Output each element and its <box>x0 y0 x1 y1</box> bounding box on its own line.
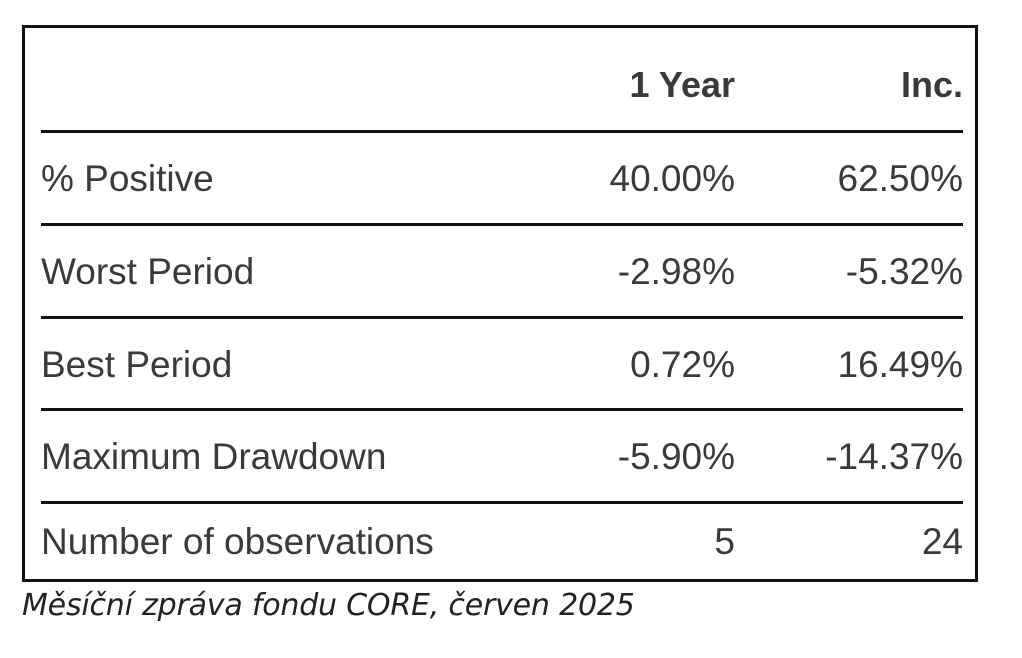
row-label: Worst Period <box>41 251 255 292</box>
row-inc-value: 24 <box>921 520 963 562</box>
table-caption: Měsíční zpráva fondu CORE, červen 2025 <box>22 588 635 623</box>
row-label: Best Period <box>41 344 233 385</box>
row-1-year-value: 0.72% <box>630 344 735 385</box>
row-inc-value: 16.49% <box>837 344 964 385</box>
header-inc: Inc. <box>900 64 963 105</box>
row-1-year-value: -5.90% <box>617 436 735 477</box>
table-row: Maximum Drawdown -5.90% -14.37% <box>41 411 963 503</box>
row-inc-value: 62.50% <box>837 158 964 199</box>
row-1-year-value: 5 <box>714 520 735 562</box>
header-1-year: 1 Year <box>629 64 735 105</box>
row-label: Maximum Drawdown <box>41 436 387 477</box>
table-header-row: 1 Year Inc. <box>41 28 963 130</box>
row-inc-value: -5.32% <box>845 251 963 292</box>
row-divider <box>41 223 963 226</box>
row-1-year-value: 40.00% <box>609 158 736 199</box>
row-1-year-value: -2.98% <box>617 251 735 292</box>
statistics-table: 1 Year Inc. % Positive 40.00% 62.50% Wor… <box>22 25 978 582</box>
row-inc-value: -14.37% <box>825 436 963 477</box>
table-row: % Positive 40.00% 62.50% <box>41 133 963 225</box>
row-label: % Positive <box>41 158 214 199</box>
header-divider <box>41 130 963 133</box>
row-divider <box>41 316 963 319</box>
row-divider <box>41 408 963 411</box>
row-label: Number of observations <box>41 520 434 562</box>
table-row: Number of observations 5 24 <box>41 504 963 579</box>
table-row: Worst Period -2.98% -5.32% <box>41 226 963 318</box>
table-row: Best Period 0.72% 16.49% <box>41 319 963 411</box>
row-divider <box>41 501 963 504</box>
